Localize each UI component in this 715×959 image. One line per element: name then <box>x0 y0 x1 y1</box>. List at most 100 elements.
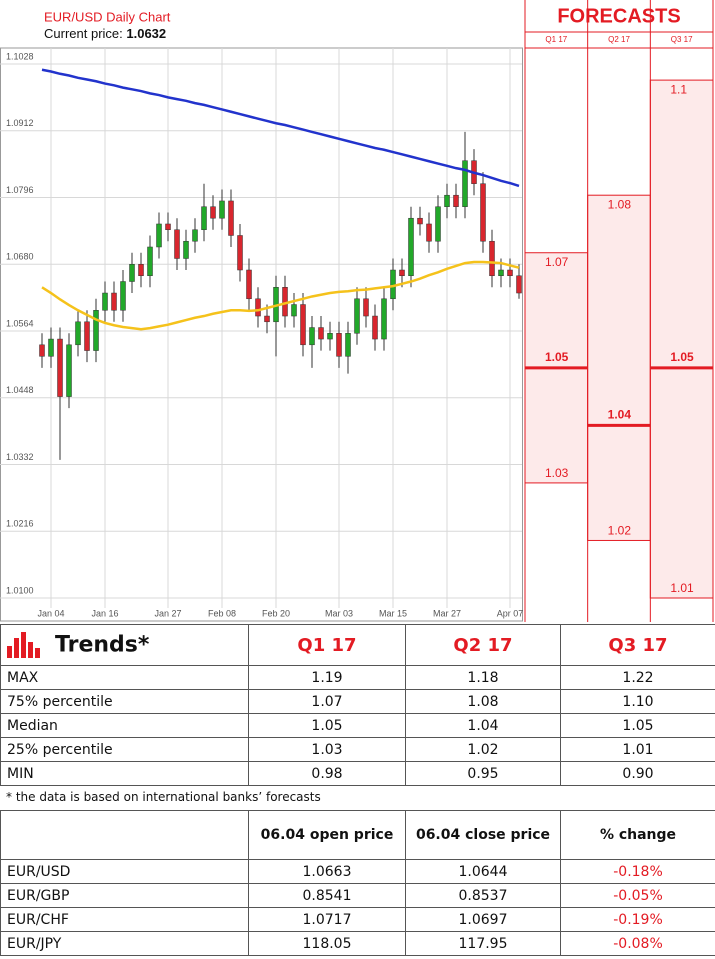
x-tick-label: Apr 07 <box>497 608 524 618</box>
chart-subtitle: Current price: 1.0632 <box>44 26 166 41</box>
candle-body <box>174 229 180 259</box>
table-cell: 0.95 <box>405 761 561 786</box>
forecast-high-label: 1.08 <box>608 197 632 211</box>
header-cell: Trends* <box>0 624 249 666</box>
footnote: * the data is based on international ban… <box>6 790 321 804</box>
table-cell: 0.8537 <box>405 883 561 908</box>
candle-body <box>372 315 378 340</box>
table-cell: 1.01 <box>560 737 715 762</box>
column-header: 06.04 close price <box>405 810 561 860</box>
candle-body <box>237 235 243 271</box>
forecast-range <box>649 79 714 599</box>
candle-body <box>498 269 504 277</box>
column-header: Q3 17 <box>560 624 715 666</box>
table-cell: EUR/GBP <box>0 883 249 908</box>
forecast-median-label: 1.04 <box>608 408 632 422</box>
forecast-quarter: Q1 17 <box>545 35 567 44</box>
x-tick-label: Mar 03 <box>325 608 353 618</box>
candle-body <box>57 338 63 397</box>
candle-body <box>408 217 414 277</box>
candle-body <box>363 298 369 317</box>
column-header: Q1 17 <box>248 624 406 666</box>
y-tick-label: 1.0680 <box>6 252 34 262</box>
candle-body <box>336 333 342 357</box>
header-row: 06.04 open price 06.04 close price% chang… <box>0 810 715 860</box>
candle-body <box>66 344 72 397</box>
table-row: EUR/CHF 1.0717 1.0697 -0.19% <box>0 907 715 932</box>
table-row: EUR/GBP 0.8541 0.8537 -0.05% <box>0 883 715 908</box>
table-cell: 1.0663 <box>248 859 406 884</box>
x-tick-label: Feb 08 <box>208 608 236 618</box>
x-tick-label: Mar 27 <box>433 608 461 618</box>
candle-body <box>111 292 117 311</box>
candle-body <box>165 223 171 230</box>
table-row: 25% percentile 1.03 1.02 1.01 <box>0 737 715 762</box>
candle-body <box>345 333 351 357</box>
candle-body <box>399 269 405 277</box>
forecast-low-label: 1.01 <box>670 581 694 595</box>
y-tick-label: 1.0332 <box>6 452 34 462</box>
candle-body <box>84 321 90 351</box>
table-cell: 1.03 <box>248 737 406 762</box>
candle-body <box>327 333 333 340</box>
table-cell: 75% percentile <box>0 689 249 714</box>
candle-body <box>435 206 441 242</box>
prices-table: 06.04 open price 06.04 close price% chang… <box>0 810 715 956</box>
candle-body <box>93 310 99 351</box>
x-tick-label: Jan 16 <box>91 608 118 618</box>
candle-body <box>219 200 225 219</box>
candle-body <box>255 298 261 317</box>
table-cell: -0.05% <box>560 883 715 908</box>
forecast-median-label: 1.05 <box>545 350 569 364</box>
table-cell: -0.08% <box>560 931 715 956</box>
x-tick-label: Jan 04 <box>37 608 64 618</box>
table-cell: 1.08 <box>405 689 561 714</box>
forecast-low-label: 1.02 <box>608 524 632 538</box>
candle-body <box>309 327 315 346</box>
table-cell: EUR/USD <box>0 859 249 884</box>
candle-body <box>381 298 387 340</box>
trends-icon <box>7 632 40 658</box>
candle-body <box>480 183 486 242</box>
column-header: % change <box>560 810 715 860</box>
candle-body <box>192 229 198 242</box>
candle-body <box>453 194 459 207</box>
table-row: 75% percentile 1.07 1.08 1.10 <box>0 689 715 714</box>
candle-body <box>516 275 522 294</box>
candle-body <box>246 269 252 300</box>
table-row: MAX 1.19 1.18 1.22 <box>0 665 715 690</box>
table-row: Median 1.05 1.04 1.05 <box>0 713 715 738</box>
candle-body <box>147 246 153 277</box>
y-tick-label: 1.0448 <box>6 385 34 395</box>
header-cell <box>0 810 249 860</box>
forecast-range <box>587 194 651 541</box>
candle-body <box>129 264 135 282</box>
y-tick-label: 1.0100 <box>6 585 34 595</box>
table-cell: 1.10 <box>560 689 715 714</box>
table-cell: 1.19 <box>248 665 406 690</box>
forecast-low-label: 1.03 <box>545 466 569 480</box>
table-row: EUR/USD 1.0663 1.0644 -0.18% <box>0 859 715 884</box>
y-tick-label: 1.0912 <box>6 118 34 128</box>
column-header: 06.04 open price <box>248 810 406 860</box>
y-tick-label: 1.0564 <box>6 318 34 328</box>
candle-body <box>426 223 432 242</box>
moving-average <box>41 260 520 331</box>
candle-body <box>138 264 144 277</box>
table-cell: 1.0717 <box>248 907 406 932</box>
trends-title: Trends* <box>55 632 150 658</box>
table-cell: 1.18 <box>405 665 561 690</box>
forecast-median-label: 1.05 <box>670 350 694 364</box>
candle-body <box>291 304 297 317</box>
candle-body <box>228 200 234 236</box>
table-cell: EUR/CHF <box>0 907 249 932</box>
candle-body <box>354 298 360 334</box>
table-cell: -0.18% <box>560 859 715 884</box>
candle-body <box>489 240 495 277</box>
chart-title: EUR/USD Daily Chart <box>44 9 171 24</box>
forecast-quarter: Q2 17 <box>608 35 630 44</box>
candle-body <box>417 217 423 225</box>
table-cell: Median <box>0 713 249 738</box>
candle-body <box>183 240 189 259</box>
